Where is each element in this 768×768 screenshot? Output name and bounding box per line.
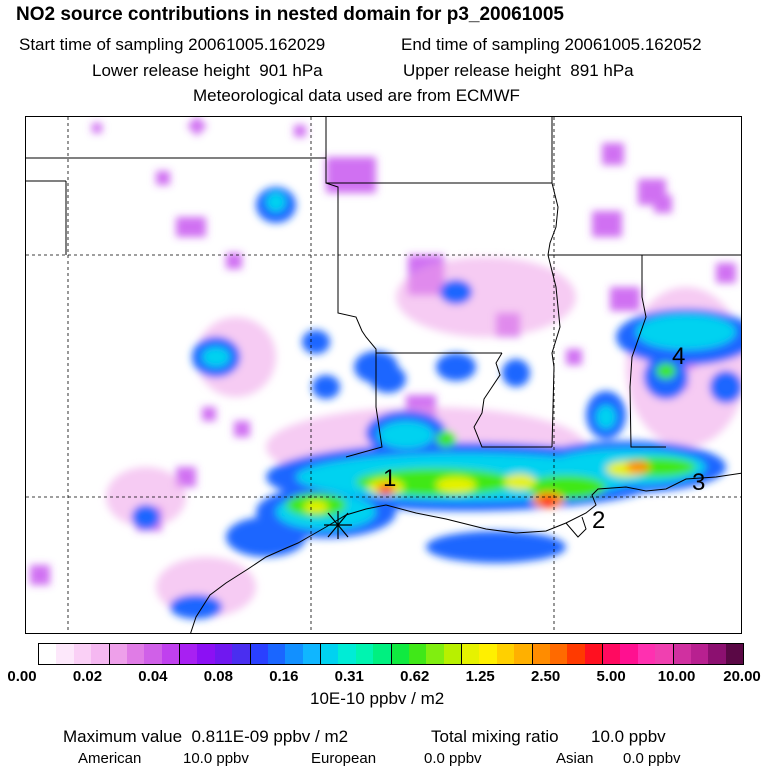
colorbar-tick-label: 0.31 <box>334 668 364 685</box>
max-value-label: Maximum value <box>63 727 183 746</box>
colorbar-segment <box>232 644 250 664</box>
colorbar-segment <box>355 644 374 664</box>
colorbar-segment <box>285 644 303 664</box>
colorbar-segment <box>549 644 568 664</box>
colorbar-tick-label: 20.00 <box>723 668 761 685</box>
colorbar-segment <box>56 644 74 664</box>
source-label-4: 4 <box>672 343 686 370</box>
total-mixing-value: 10.0 ppbv <box>591 727 666 746</box>
start-time-label: Start time of sampling <box>19 35 184 54</box>
colorbar-tick-label: 5.00 <box>596 668 626 685</box>
colorbar-segment <box>408 644 427 664</box>
map-panel: 1 2 3 4 <box>25 116 742 634</box>
release-location-marker <box>324 511 352 539</box>
colorbar-tick-label: 0.16 <box>269 668 299 685</box>
colorbar-segment <box>197 644 215 664</box>
colorbar-tick-label: 2.50 <box>531 668 561 685</box>
colorbar-segment <box>144 644 162 664</box>
lower-release-height: Lower release height 901 hPa <box>92 61 323 81</box>
colorbar-segment <box>214 644 233 664</box>
colorbar-segment <box>690 644 709 664</box>
start-time-value: 20061005.162029 <box>188 35 326 54</box>
american-label: American <box>78 750 142 767</box>
upper-release-height: Upper release height 891 hPa <box>403 61 634 81</box>
colorbar-segment <box>672 644 691 664</box>
max-value: Maximum value 0.811E-09 ppbv / m2 <box>63 727 348 747</box>
colorbar-segment <box>637 644 656 664</box>
colorbar-segment <box>179 644 198 664</box>
colorbar-segment <box>338 644 356 664</box>
colorbar-segment <box>73 644 92 664</box>
colorbar-segment <box>91 644 109 664</box>
colorbar-segment <box>514 644 532 664</box>
colorbar-tick-label: 10.00 <box>657 668 696 685</box>
colorbar-segment <box>620 644 638 664</box>
colorbar-segment <box>567 644 585 664</box>
colorbar <box>38 643 744 665</box>
colorbar-segment <box>320 644 339 664</box>
lower-release-label: Lower release height <box>92 61 250 80</box>
colorbar-segment <box>302 644 320 664</box>
colorbar-segment <box>249 644 268 664</box>
colorbar-segment <box>602 644 621 664</box>
colorbar-segment <box>161 644 179 664</box>
upper-release-label: Upper release height <box>403 61 561 80</box>
source-label-3: 3 <box>692 469 706 496</box>
plot-title: NO2 source contributions in nested domai… <box>16 4 564 25</box>
colorbar-segment <box>373 644 391 664</box>
colorbar-segment <box>267 644 286 664</box>
colorbar-tick-label: 0.04 <box>138 668 168 685</box>
colorbar-segment <box>461 644 480 664</box>
map-canvas <box>26 117 741 633</box>
lower-release-value: 901 hPa <box>259 61 323 80</box>
colorbar-tick-label: 0.00 <box>7 668 37 685</box>
total-mixing-label: Total mixing ratio <box>431 727 559 746</box>
european-label: European <box>311 750 377 767</box>
state-borders <box>26 117 741 458</box>
source-label-1: 1 <box>383 465 397 492</box>
end-time-label: End time of sampling <box>401 35 560 54</box>
asian-value: 0.0 ppbv <box>623 750 681 767</box>
colorbar-segment <box>496 644 515 664</box>
end-time-value: 20061005.162052 <box>564 35 702 54</box>
american-value: 10.0 ppbv <box>183 750 249 767</box>
start-time: Start time of sampling 20061005.162029 <box>19 35 325 55</box>
colorbar-segment <box>426 644 444 664</box>
end-time: End time of sampling 20061005.162052 <box>401 35 702 55</box>
colorbar-segment <box>443 644 461 664</box>
colorbar-tick-label: 0.62 <box>400 668 430 685</box>
colorbar-segment <box>725 644 743 664</box>
total-mixing-ratio: Total mixing ratio <box>431 727 559 747</box>
colorbar-segment <box>126 644 145 664</box>
upper-release-value: 891 hPa <box>570 61 634 80</box>
colorbar-segment <box>479 644 497 664</box>
colorbar-segment <box>531 644 550 664</box>
concentration-field <box>30 117 741 619</box>
colorbar-segment <box>655 644 673 664</box>
source-label-2: 2 <box>592 507 606 534</box>
colorbar-segment <box>39 644 57 664</box>
met-data-line: Meteorological data used are from ECMWF <box>193 86 520 105</box>
colorbar-segment <box>108 644 127 664</box>
colorbar-units: 10E-10 ppbv / m2 <box>310 689 445 708</box>
colorbar-tick-label: 0.02 <box>72 668 103 685</box>
colorbar-segment <box>584 644 602 664</box>
european-value: 0.0 ppbv <box>424 750 482 767</box>
colorbar-segment <box>708 644 726 664</box>
colorbar-segment <box>390 644 409 664</box>
colorbar-tick-label: 0.08 <box>203 668 233 685</box>
colorbar-tick-label: 1.25 <box>465 668 495 685</box>
max-value-number: 0.811E-09 ppbv / m2 <box>191 727 349 746</box>
asian-label: Asian <box>556 750 594 767</box>
